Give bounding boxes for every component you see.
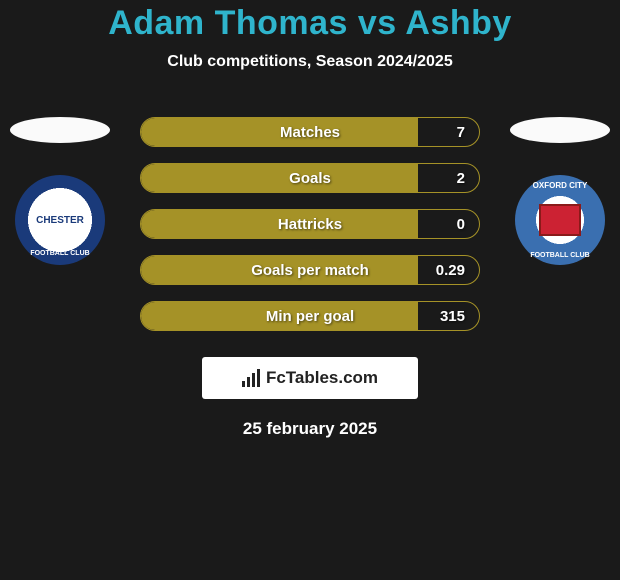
stat-label: Hattricks: [141, 210, 479, 238]
badge-sublabel: FOOTBALL CLUB: [15, 250, 105, 257]
stats-list: Matches7Goals2Hattricks0Goals per match0…: [140, 117, 480, 331]
stat-row: Goals2: [140, 163, 480, 193]
stat-row: Goals per match0.29: [140, 255, 480, 285]
stat-value: 315: [440, 302, 465, 330]
stat-label: Goals per match: [141, 256, 479, 284]
stat-label: Goals: [141, 164, 479, 192]
stat-row: Min per goal315: [140, 301, 480, 331]
date-label: 25 february 2025: [0, 419, 620, 439]
stat-value: 2: [457, 164, 465, 192]
stat-value: 0: [457, 210, 465, 238]
stat-value: 7: [457, 118, 465, 146]
comparison-area: CHESTER FOOTBALL CLUB Matches7 Goals2 Hatt…: [0, 117, 620, 331]
brand-bars-icon: [242, 369, 260, 387]
page-title: Adam Thomas vs Ashby: [0, 4, 620, 43]
badge-label: CHESTER: [36, 215, 84, 226]
badge-sublabel: FOOTBALL CLUB: [530, 252, 589, 259]
right-player-column: OXFORD CITY FOOTBALL CLUB: [510, 117, 610, 265]
club-badge-right: OXFORD CITY FOOTBALL CLUB: [515, 175, 605, 265]
stat-row: Hattricks0: [140, 209, 480, 239]
page-subtitle: Club competitions, Season 2024/2025: [0, 53, 620, 71]
club-badge-left: CHESTER FOOTBALL CLUB: [15, 175, 105, 265]
badge-label: OXFORD CITY: [533, 181, 588, 190]
left-player-column: CHESTER FOOTBALL CLUB: [10, 117, 110, 265]
brand-watermark: FcTables.com: [202, 357, 418, 399]
brand-text: FcTables.com: [266, 368, 378, 388]
stat-label: Matches: [141, 118, 479, 146]
stat-value: 0.29: [436, 256, 465, 284]
player-photo-placeholder: [510, 117, 610, 143]
player-photo-placeholder: [10, 117, 110, 143]
stat-label: Min per goal: [141, 302, 479, 330]
stat-row: Matches7: [140, 117, 480, 147]
